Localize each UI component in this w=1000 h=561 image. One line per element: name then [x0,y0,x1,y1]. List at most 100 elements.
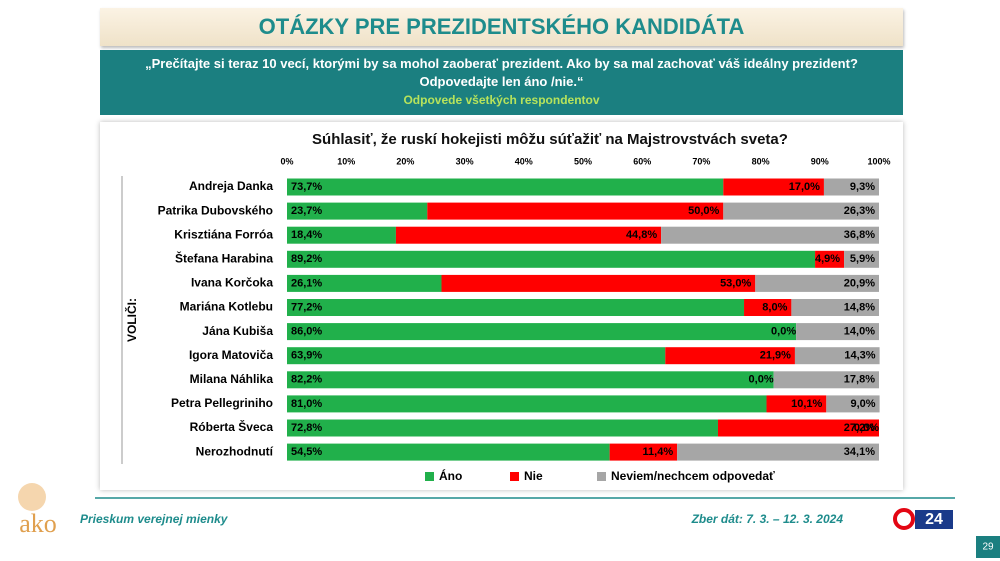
bar-segment [755,274,879,292]
legend-swatch [425,472,434,481]
value-label: 14,0% [844,326,875,338]
value-label: 9,3% [850,181,875,193]
category-label: Krisztiána Forróa [174,227,273,241]
chart-title: Súhlasiť, že ruskí hokejisti môžu súťaži… [312,131,788,148]
bar-segment [723,178,824,196]
x-tick-label: 10% [337,156,355,166]
value-label: 20,9% [844,277,875,289]
category-label: Ivana Korčoka [191,276,273,290]
bar-segment [287,202,428,220]
bar-segment [287,347,666,365]
bar-segment [723,202,879,220]
bar-segment [794,347,880,365]
x-tick-label: 20% [396,156,414,166]
x-tick-label: 0% [280,156,293,166]
value-label: 26,3% [844,205,875,217]
category-label: Nerozhodnutí [196,444,274,458]
bar-segment [665,347,795,365]
category-label: Milana Náhlika [190,372,274,386]
value-label: 5,9% [850,253,875,265]
bar-segment [677,443,879,461]
category-label: Róberta Šveca [190,419,274,434]
value-label: 11,4% [643,446,674,458]
value-label: 72,8% [291,422,322,434]
bar-segment [287,443,610,461]
value-label: 17,0% [789,181,820,193]
value-label: 10,1% [791,398,822,410]
slide-title: OTÁZKY PRE PREZIDENTSKÉHO KANDIDÁTA [100,8,903,46]
value-label: 17,8% [844,374,875,386]
value-label: 53,0% [720,277,751,289]
tv-logo-icon [893,508,915,530]
bar-segment [661,226,879,244]
category-label: Jána Kubiša [202,324,273,338]
bar-segment [287,299,745,316]
value-label: 44,8% [626,229,657,241]
category-label: Mariána Kotlebu [180,300,273,314]
page-box [976,536,1000,558]
category-label: Štefana Harabina [175,250,273,265]
footer-left: Prieskum verejnej mienky [80,512,228,526]
value-label: 18,4% [291,229,322,241]
tv-logo-box [915,510,953,529]
y-axis-label: VOLIČI: [124,298,139,342]
category-label: Patrika Dubovského [158,203,273,217]
bar-segment [287,371,774,389]
x-tick-label: 40% [515,156,533,166]
value-label: 9,0% [851,398,876,410]
value-label: 27,2% [844,422,875,434]
bar-segment [791,299,879,316]
x-tick-label: 90% [811,156,829,166]
x-tick-label: 30% [456,156,474,166]
value-label: 0,0% [771,326,796,338]
bar-segment [609,443,678,461]
value-label: 82,2% [291,374,322,386]
footer-right: Zber dát: 7. 3. – 12. 3. 2024 [691,512,843,526]
x-tick-label: 80% [752,156,770,166]
value-label: 34,1% [844,446,875,458]
bar-segment [427,202,724,220]
x-tick-label: 60% [633,156,651,166]
bar-segment [826,395,880,413]
bar-segment [815,250,845,268]
value-label: 0,0% [854,422,879,434]
legend-swatch [510,472,519,481]
bar-segment [717,419,879,437]
bar-segment [395,226,662,244]
category-label: Andreja Danka [189,179,273,193]
category-label: Petra Pellegriniho [171,396,273,410]
value-label: 54,5% [291,446,322,458]
bar-segment [287,274,442,292]
category-label: Igora Matoviča [189,348,273,362]
question: „Prečítajte si teraz 10 vecí, ktorými by… [145,56,858,89]
bar-segment [287,395,767,413]
value-label: 8,0% [762,301,787,313]
value-label: 86,0% [291,326,322,338]
value-label: 0,0% [749,374,774,386]
bar-segment [287,323,797,341]
value-label: 4,9% [815,253,840,265]
value-label: 89,2% [291,253,322,265]
bar-segment [844,250,879,268]
bar-segment [766,395,827,413]
question-box: „Prečítajte si teraz 10 vecí, ktorými by… [100,50,903,115]
legend-label: Neviem/nechcem odpovedať [611,469,775,483]
value-label: 36,8% [844,229,875,241]
bar-segment [287,226,396,244]
bar-segment [744,299,792,316]
legend-label: Nie [524,469,543,483]
x-tick-label: 100% [867,156,890,166]
bar-segment [287,419,718,437]
logo-icon [18,483,46,511]
value-label: 14,8% [844,301,875,313]
value-label: 77,2% [291,301,322,313]
legend-label: Áno [439,468,462,483]
logo: ako [19,509,57,538]
bar-segment [796,323,879,341]
bar-segment [823,178,879,196]
x-tick-label: 70% [692,156,710,166]
x-tick-label: 50% [574,156,592,166]
bar-segment [287,250,816,268]
bar-segment [287,178,724,196]
